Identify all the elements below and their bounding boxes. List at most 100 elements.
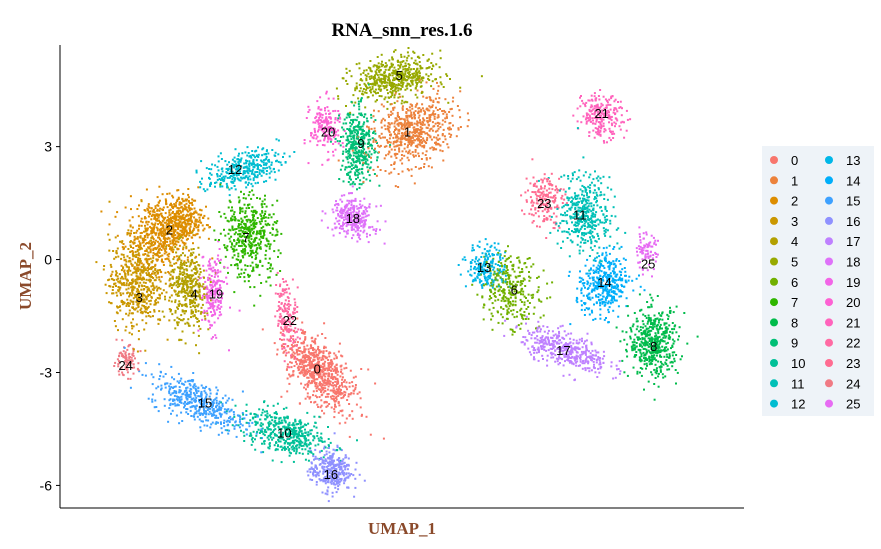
data-point <box>119 309 122 312</box>
data-point <box>389 144 392 147</box>
data-point <box>300 426 302 429</box>
data-point <box>177 226 179 229</box>
data-point <box>173 232 175 235</box>
data-point <box>250 438 253 441</box>
data-point <box>651 350 654 353</box>
data-point <box>135 263 138 266</box>
data-point <box>105 292 108 295</box>
data-point <box>419 121 422 124</box>
data-point <box>332 154 335 157</box>
data-point <box>651 337 654 340</box>
data-point <box>645 328 648 331</box>
data-point <box>236 239 239 242</box>
data-point <box>374 147 376 150</box>
data-point <box>254 182 257 185</box>
data-point <box>308 360 311 362</box>
data-point <box>264 194 266 197</box>
data-point <box>634 355 637 358</box>
data-point <box>166 240 169 243</box>
data-point <box>367 214 370 217</box>
data-point <box>267 438 270 441</box>
data-point <box>145 261 148 264</box>
data-point <box>218 211 221 213</box>
data-point <box>568 361 571 364</box>
data-point <box>523 343 526 346</box>
data-point <box>290 428 293 431</box>
data-point <box>390 95 392 98</box>
data-point <box>523 278 526 281</box>
data-point <box>283 360 286 363</box>
data-point <box>303 423 306 426</box>
data-point <box>177 292 180 295</box>
data-point <box>138 297 141 300</box>
data-point <box>252 179 255 182</box>
data-point <box>208 320 211 323</box>
data-point <box>310 132 313 134</box>
data-point <box>528 212 531 215</box>
data-point <box>478 281 481 284</box>
data-point <box>292 351 295 354</box>
data-point <box>305 356 308 359</box>
data-point <box>350 213 352 216</box>
data-point <box>359 73 362 76</box>
data-point <box>152 266 155 269</box>
data-point <box>386 107 389 110</box>
data-point <box>631 341 634 344</box>
data-point <box>225 410 228 413</box>
data-point <box>282 322 285 325</box>
data-point <box>100 210 103 213</box>
data-point <box>113 320 116 322</box>
data-point <box>678 326 681 329</box>
data-point <box>660 355 663 358</box>
data-point <box>115 278 118 281</box>
data-point <box>182 226 185 229</box>
data-point <box>120 257 123 260</box>
data-point <box>240 235 243 238</box>
data-point <box>584 359 587 362</box>
data-point <box>261 200 264 203</box>
data-point <box>304 383 307 386</box>
data-point <box>252 177 255 180</box>
data-point <box>530 213 533 216</box>
data-point <box>208 387 211 390</box>
data-point <box>354 118 357 121</box>
data-point <box>185 397 188 400</box>
data-point <box>161 230 164 233</box>
data-point <box>490 281 493 284</box>
data-point <box>642 313 645 316</box>
data-point <box>356 155 359 158</box>
data-point <box>603 271 606 274</box>
data-point <box>268 428 271 431</box>
data-point <box>652 322 655 325</box>
data-point <box>143 305 145 308</box>
data-point <box>210 287 213 290</box>
data-point <box>280 338 283 341</box>
data-point <box>205 285 208 288</box>
data-point <box>240 217 243 220</box>
data-point <box>605 215 608 217</box>
data-point <box>175 212 178 215</box>
data-point <box>502 294 505 297</box>
data-point <box>582 284 585 287</box>
data-point <box>660 362 663 365</box>
data-point <box>177 196 180 199</box>
data-point <box>136 310 139 313</box>
data-point <box>137 244 139 247</box>
data-point <box>168 308 171 311</box>
data-point <box>245 414 248 416</box>
data-point <box>592 360 595 363</box>
data-point <box>314 457 317 460</box>
data-point <box>611 285 614 288</box>
data-point <box>275 416 278 419</box>
data-point <box>240 207 243 210</box>
data-point <box>591 222 594 225</box>
data-point <box>189 391 192 394</box>
data-point <box>666 364 669 367</box>
data-point <box>198 219 201 222</box>
data-point <box>263 198 266 201</box>
data-point <box>153 217 156 220</box>
data-point <box>639 328 642 331</box>
data-point <box>136 229 139 232</box>
data-point <box>178 290 180 293</box>
data-point <box>629 335 632 338</box>
